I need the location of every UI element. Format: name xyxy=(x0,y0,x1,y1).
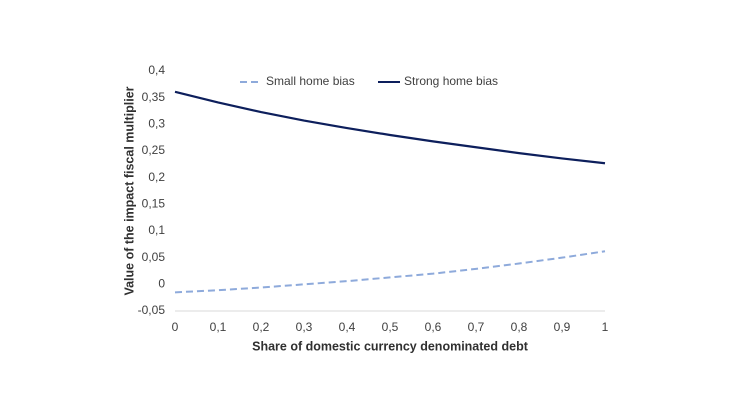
x-tick-label: 0,8 xyxy=(511,320,528,334)
y-tick-label: 0,05 xyxy=(142,250,166,264)
x-tick-label: 0,2 xyxy=(253,320,270,334)
y-tick-label: 0,1 xyxy=(148,223,165,237)
y-tick-label: -0,05 xyxy=(138,303,166,317)
legend-label: Small home bias xyxy=(266,74,355,88)
x-tick-label: 1 xyxy=(602,320,609,334)
y-tick-label: 0 xyxy=(158,277,165,291)
x-tick-label: 0,5 xyxy=(382,320,399,334)
x-tick-label: 0,6 xyxy=(425,320,442,334)
legend-label: Strong home bias xyxy=(404,74,498,88)
y-tick-label: 0,3 xyxy=(148,117,165,131)
y-tick-label: 0,4 xyxy=(148,63,165,77)
series-line xyxy=(174,90,606,165)
x-tick-label: 0,9 xyxy=(554,320,571,334)
y-tick-label: 0,2 xyxy=(148,170,165,184)
series-line xyxy=(174,250,606,294)
y-tick-label: 0,25 xyxy=(142,143,166,157)
x-axis-title: Share of domestic currency denominated d… xyxy=(252,339,529,353)
x-tick-label: 0,1 xyxy=(210,320,227,334)
x-tick-label: 0 xyxy=(172,320,179,334)
y-tick-label: 0,35 xyxy=(142,90,166,104)
x-tick-label: 0,7 xyxy=(468,320,485,334)
x-tick-label: 0,3 xyxy=(296,320,313,334)
x-tick-label: 0,4 xyxy=(339,320,356,334)
y-tick-label: 0,15 xyxy=(142,197,166,211)
y-axis-title: Value of the impact fiscal multiplier xyxy=(122,86,136,295)
